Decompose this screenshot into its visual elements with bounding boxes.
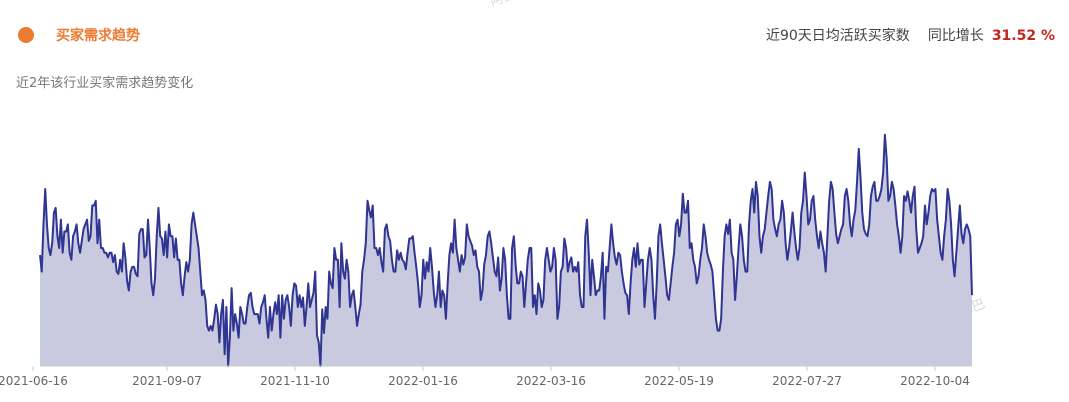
x-tick-label: 2021-11-10 — [260, 374, 330, 388]
x-tick-label: 2022-03-16 — [516, 374, 586, 388]
x-tick-label: 2021-06-16 — [0, 374, 68, 388]
growth-label: 同比增长 — [927, 28, 984, 44]
metric-label: 近90天日均活跃买家数 — [765, 28, 910, 44]
growth-metric: 近90天日均活跃买家数 同比增长 31.52 % — [766, 27, 1055, 45]
x-tick-label: 2022-07-27 — [772, 374, 842, 388]
x-axis-ticks: 2021-06-16 2021-09-07 2021-11-10 2022-01-16… — [0, 366, 970, 388]
section-title: 买家需求趋势 — [56, 28, 140, 44]
header-dot-icon — [18, 27, 34, 43]
watermark-text: 阿里巴巴 — [488, 0, 542, 10]
x-tick-label: 2022-01-16 — [388, 374, 458, 388]
chart-subtitle: 近2年该行业买家需求趋势变化 — [16, 76, 194, 91]
chart-series-line — [39, 133, 973, 367]
chart-area-fill — [40, 134, 972, 366]
x-tick-label: 2021-09-07 — [132, 374, 202, 388]
x-tick-label: 2022-05-19 — [644, 374, 714, 388]
growth-value: 31.52 % — [991, 28, 1055, 44]
x-tick-label: 2022-10-04 — [900, 374, 970, 388]
